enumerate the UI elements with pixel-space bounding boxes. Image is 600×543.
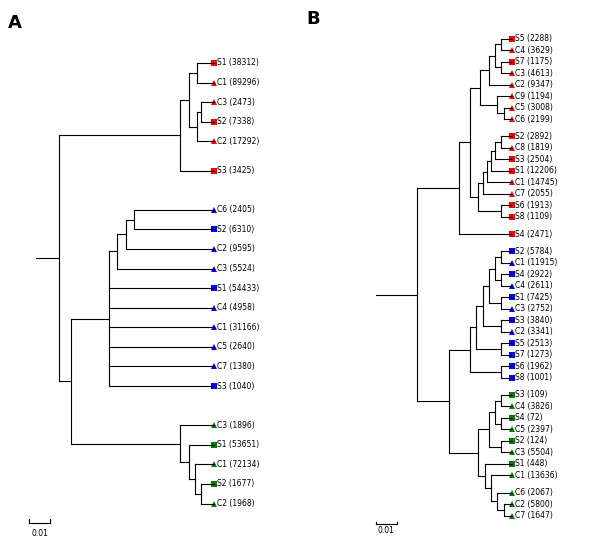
Text: C3 (1896): C3 (1896) [217,421,255,430]
Text: S3 (109): S3 (109) [515,390,548,400]
Text: C1 (14745): C1 (14745) [515,178,557,187]
Text: C2 (5800): C2 (5800) [515,500,553,509]
Text: C5 (2640): C5 (2640) [217,343,255,351]
Text: S8 (1109): S8 (1109) [515,212,552,222]
Text: S2 (7338): S2 (7338) [217,117,254,126]
Text: S5 (2513): S5 (2513) [515,339,553,348]
Text: S1 (7425): S1 (7425) [515,293,553,302]
Text: B: B [306,10,320,28]
Text: C2 (3341): C2 (3341) [515,327,553,336]
Text: C6 (2405): C6 (2405) [217,205,255,214]
Text: S6 (1962): S6 (1962) [515,362,553,371]
Text: C5 (2397): C5 (2397) [515,425,553,434]
Text: S1 (53651): S1 (53651) [217,440,259,449]
Text: C2 (9347): C2 (9347) [515,80,553,89]
Text: C5 (3008): C5 (3008) [515,103,553,112]
Text: S4 (2922): S4 (2922) [515,270,552,279]
Text: C3 (2473): C3 (2473) [217,98,255,106]
Text: C7 (1647): C7 (1647) [515,511,553,520]
Text: S1 (448): S1 (448) [515,459,547,469]
Text: S1 (54433): S1 (54433) [217,283,259,293]
Text: C4 (4958): C4 (4958) [217,303,255,312]
Text: S1 (12206): S1 (12206) [515,166,557,175]
Text: C6 (2067): C6 (2067) [515,488,553,497]
Text: C1 (11915): C1 (11915) [515,258,557,267]
Text: S2 (2892): S2 (2892) [515,132,552,141]
Text: S4 (2471): S4 (2471) [515,230,553,238]
Text: S3 (2504): S3 (2504) [515,155,553,164]
Text: C1 (89296): C1 (89296) [217,78,260,87]
Text: S6 (1913): S6 (1913) [515,201,553,210]
Text: C2 (9595): C2 (9595) [217,244,255,254]
Text: C9 (1194): C9 (1194) [515,92,553,100]
Text: S3 (3425): S3 (3425) [217,166,254,175]
Text: S2 (6310): S2 (6310) [217,225,254,234]
Text: C3 (5524): C3 (5524) [217,264,255,273]
Text: S3 (3840): S3 (3840) [515,316,553,325]
Text: S7 (1175): S7 (1175) [515,57,553,66]
Text: S1 (38312): S1 (38312) [217,59,259,67]
Text: S2 (5784): S2 (5784) [515,247,553,256]
Text: C2 (17292): C2 (17292) [217,137,260,146]
Text: C3 (2752): C3 (2752) [515,304,553,313]
Text: S3 (1040): S3 (1040) [217,382,254,390]
Text: C4 (2611): C4 (2611) [515,281,553,291]
Text: C1 (13636): C1 (13636) [515,471,557,480]
Text: 0.01: 0.01 [31,529,48,538]
Text: C1 (31166): C1 (31166) [217,323,260,332]
Text: C7 (2055): C7 (2055) [515,190,553,198]
Text: S4 (72): S4 (72) [515,413,542,422]
Text: S2 (1677): S2 (1677) [217,479,254,489]
Text: A: A [8,14,22,32]
Text: C7 (1380): C7 (1380) [217,362,255,371]
Text: C6 (2199): C6 (2199) [515,115,553,124]
Text: C1 (72134): C1 (72134) [217,460,260,469]
Text: C3 (4613): C3 (4613) [515,68,553,78]
Text: C8 (1819): C8 (1819) [515,143,553,153]
Text: S5 (2288): S5 (2288) [515,34,552,43]
Text: S7 (1273): S7 (1273) [515,350,553,359]
Text: C4 (3629): C4 (3629) [515,46,553,55]
Text: C3 (5504): C3 (5504) [515,448,553,457]
Text: C2 (1968): C2 (1968) [217,499,255,508]
Text: S2 (124): S2 (124) [515,437,547,445]
Text: 0.01: 0.01 [377,526,394,535]
Text: C4 (3826): C4 (3826) [515,402,553,411]
Text: S8 (1001): S8 (1001) [515,373,552,382]
